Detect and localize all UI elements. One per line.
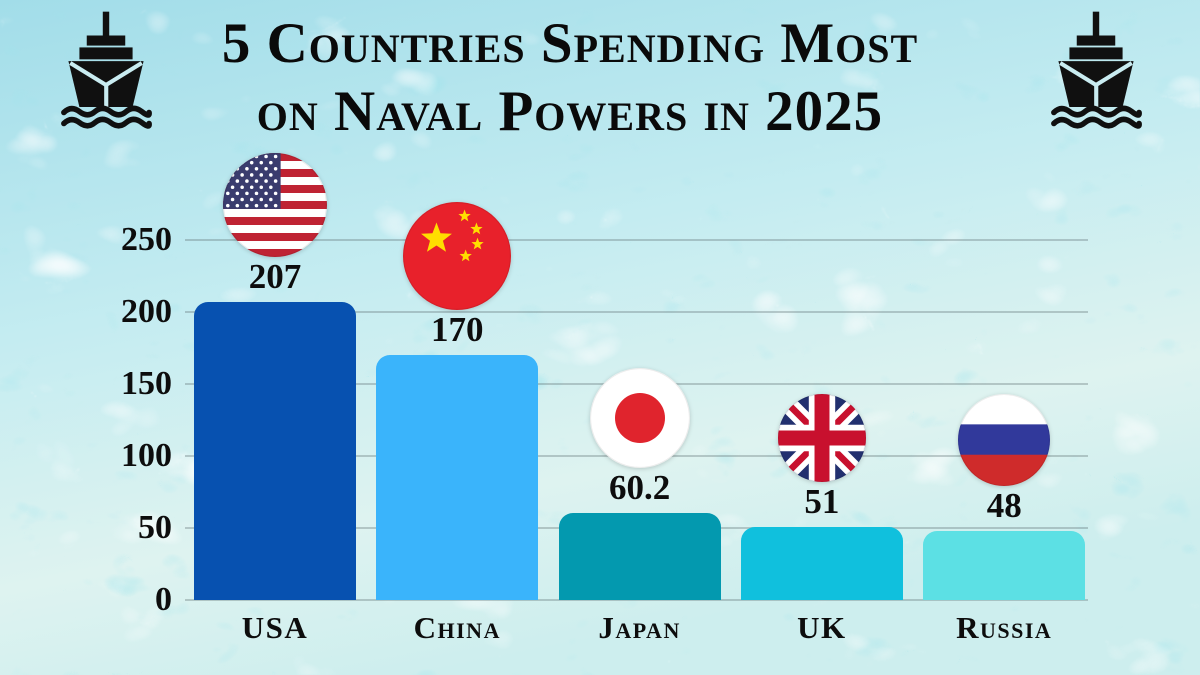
bar-usa bbox=[194, 301, 356, 600]
y-axis-tick-200: 200 bbox=[121, 293, 172, 330]
japan-flag-icon bbox=[589, 368, 690, 469]
ship-icon bbox=[61, 11, 152, 129]
y-axis-tick-50: 50 bbox=[138, 509, 172, 546]
gridline-250 bbox=[185, 239, 1088, 241]
page-title: 5 Countries Spending Most on Naval Power… bbox=[150, 10, 990, 147]
value-label-japan: 60.2 bbox=[608, 468, 671, 508]
china-flag-icon bbox=[403, 202, 512, 311]
page-title-line1: 5 Countries Spending Most bbox=[221, 12, 919, 75]
x-axis-label-china: China bbox=[413, 610, 501, 645]
value-label-usa: 207 bbox=[248, 256, 302, 296]
bar-russia bbox=[923, 530, 1086, 600]
x-axis-label-usa: USA bbox=[241, 610, 309, 645]
page-title-line2: on Naval Powers in 2025 bbox=[256, 80, 884, 144]
value-label-uk: 51 bbox=[804, 481, 840, 521]
x-axis-label-uk: UK bbox=[797, 610, 847, 645]
x-axis-label-russia: Russia bbox=[956, 610, 1053, 645]
gridline-0 bbox=[185, 599, 1088, 601]
y-axis-tick-0: 0 bbox=[155, 581, 172, 618]
bar-china bbox=[376, 355, 539, 600]
uk-flag-icon bbox=[777, 393, 866, 482]
ship-icon bbox=[1051, 11, 1142, 129]
y-axis-tick-100: 100 bbox=[121, 437, 172, 474]
x-axis-label-japan: Japan bbox=[598, 610, 681, 645]
russia-flag-icon bbox=[958, 393, 1051, 486]
bar-japan bbox=[558, 513, 721, 600]
usa-flag-icon bbox=[223, 152, 327, 257]
value-label-russia: 48 bbox=[986, 485, 1022, 525]
bar-uk bbox=[740, 526, 903, 600]
value-label-china: 170 bbox=[431, 310, 484, 350]
y-axis-tick-150: 150 bbox=[121, 365, 172, 402]
gridline-200 bbox=[185, 311, 1088, 313]
y-axis-tick-250: 250 bbox=[121, 221, 172, 258]
